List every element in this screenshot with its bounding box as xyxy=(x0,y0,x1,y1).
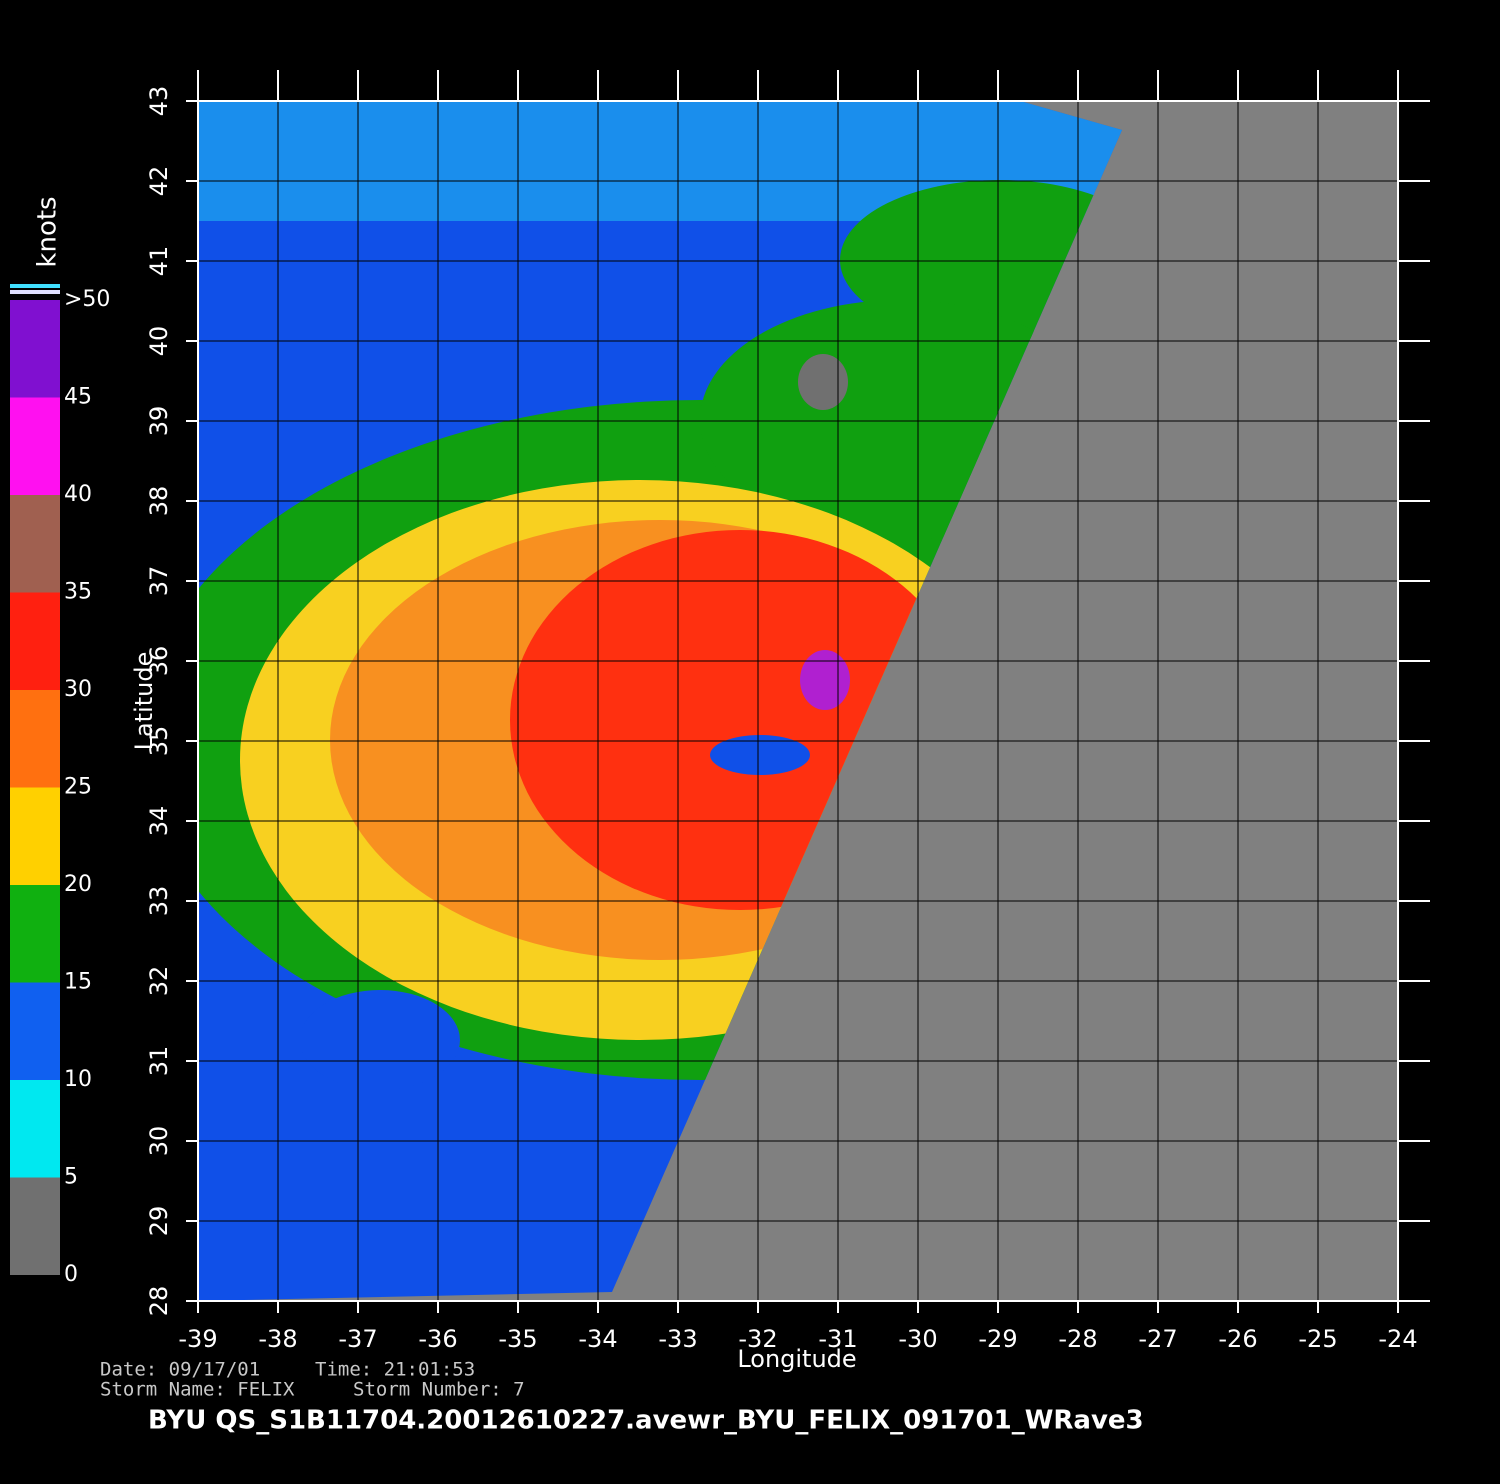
time: Time: 21:01:53 xyxy=(315,1359,475,1381)
y-tick-label: 29 xyxy=(145,1206,173,1237)
file-title: BYU QS_S1B11704.20012610227.avewr_BYU_FE… xyxy=(148,1406,1144,1436)
y-tick-label: 43 xyxy=(145,86,173,117)
colorbar-tick-label: 45 xyxy=(64,385,92,410)
colorbar-segment xyxy=(10,982,60,1080)
x-tick-label: -33 xyxy=(658,1325,697,1353)
colorbar-segment xyxy=(10,885,60,983)
colorbar-tick-label: 10 xyxy=(64,1067,92,1092)
colorbar-segment xyxy=(10,397,60,495)
colorbar-segment xyxy=(10,1080,60,1178)
x-tick-label: -29 xyxy=(978,1325,1017,1353)
date: Date: 09/17/01 xyxy=(100,1359,260,1381)
x-tick-label: -28 xyxy=(1058,1325,1097,1353)
x-tick-label: -32 xyxy=(738,1325,777,1353)
colorbar-segment xyxy=(10,495,60,593)
colorbar-tick-label: 0 xyxy=(64,1262,78,1287)
y-tick-label: 34 xyxy=(145,806,173,837)
colorbar-segment xyxy=(10,690,60,788)
plot-frame xyxy=(197,100,1399,1302)
x-tick-label: -27 xyxy=(1138,1325,1177,1353)
colorbar-tick-label: 20 xyxy=(64,872,92,897)
x-tick-label: -39 xyxy=(178,1325,217,1353)
x-tick-label: -36 xyxy=(418,1325,457,1353)
storm-name: Storm Name: FELIX xyxy=(100,1379,295,1401)
colorbar-segment xyxy=(10,300,60,398)
x-tick-label: -25 xyxy=(1298,1325,1337,1353)
y-tick-label: 36 xyxy=(145,646,173,677)
y-tick-label: 37 xyxy=(145,566,173,597)
colorbar-tick-label: 40 xyxy=(64,482,92,507)
colorbar-cap xyxy=(10,284,60,288)
y-tick-label: 40 xyxy=(145,326,173,357)
colorbar-tick-label: 30 xyxy=(64,677,92,702)
colorbar-tick-label: 35 xyxy=(64,580,92,605)
colorbar-label: knots xyxy=(33,196,63,267)
colorbar-segment xyxy=(10,592,60,690)
y-tick-label: 41 xyxy=(145,246,173,277)
x-tick-label: -35 xyxy=(498,1325,537,1353)
y-tick-label: 35 xyxy=(145,726,173,757)
y-tick-label: 31 xyxy=(145,1046,173,1077)
colorbar-tick-label: >50 xyxy=(64,287,110,312)
colorbar-tick-label: 5 xyxy=(64,1165,78,1190)
land-mask xyxy=(798,354,848,410)
x-tick-label: -31 xyxy=(818,1325,857,1353)
colorbar-cap xyxy=(10,290,60,294)
y-tick-label: 42 xyxy=(145,166,173,197)
y-axis-label: Latitude xyxy=(130,652,158,751)
y-tick-label: 28 xyxy=(145,1286,173,1317)
x-tick-label: -26 xyxy=(1218,1325,1257,1353)
x-tick-label: -30 xyxy=(898,1325,937,1353)
x-tick-label: -37 xyxy=(338,1325,377,1353)
colorbar-tick-label: 25 xyxy=(64,775,92,800)
y-tick-label: 33 xyxy=(145,886,173,917)
y-tick-label: 39 xyxy=(145,406,173,437)
y-tick-label: 32 xyxy=(145,966,173,997)
x-tick-label: -24 xyxy=(1378,1325,1417,1353)
colorbar-segment xyxy=(10,787,60,885)
y-tick-label: 38 xyxy=(145,486,173,517)
x-tick-label: -38 xyxy=(258,1325,297,1353)
x-tick-label: -34 xyxy=(578,1325,617,1353)
storm-number: Storm Number: 7 xyxy=(353,1379,525,1401)
y-tick-label: 30 xyxy=(145,1126,173,1157)
colorbar-segment xyxy=(10,1177,60,1275)
colorbar-tick-label: 15 xyxy=(64,970,92,995)
x-axis-label: Longitude xyxy=(737,1345,856,1373)
